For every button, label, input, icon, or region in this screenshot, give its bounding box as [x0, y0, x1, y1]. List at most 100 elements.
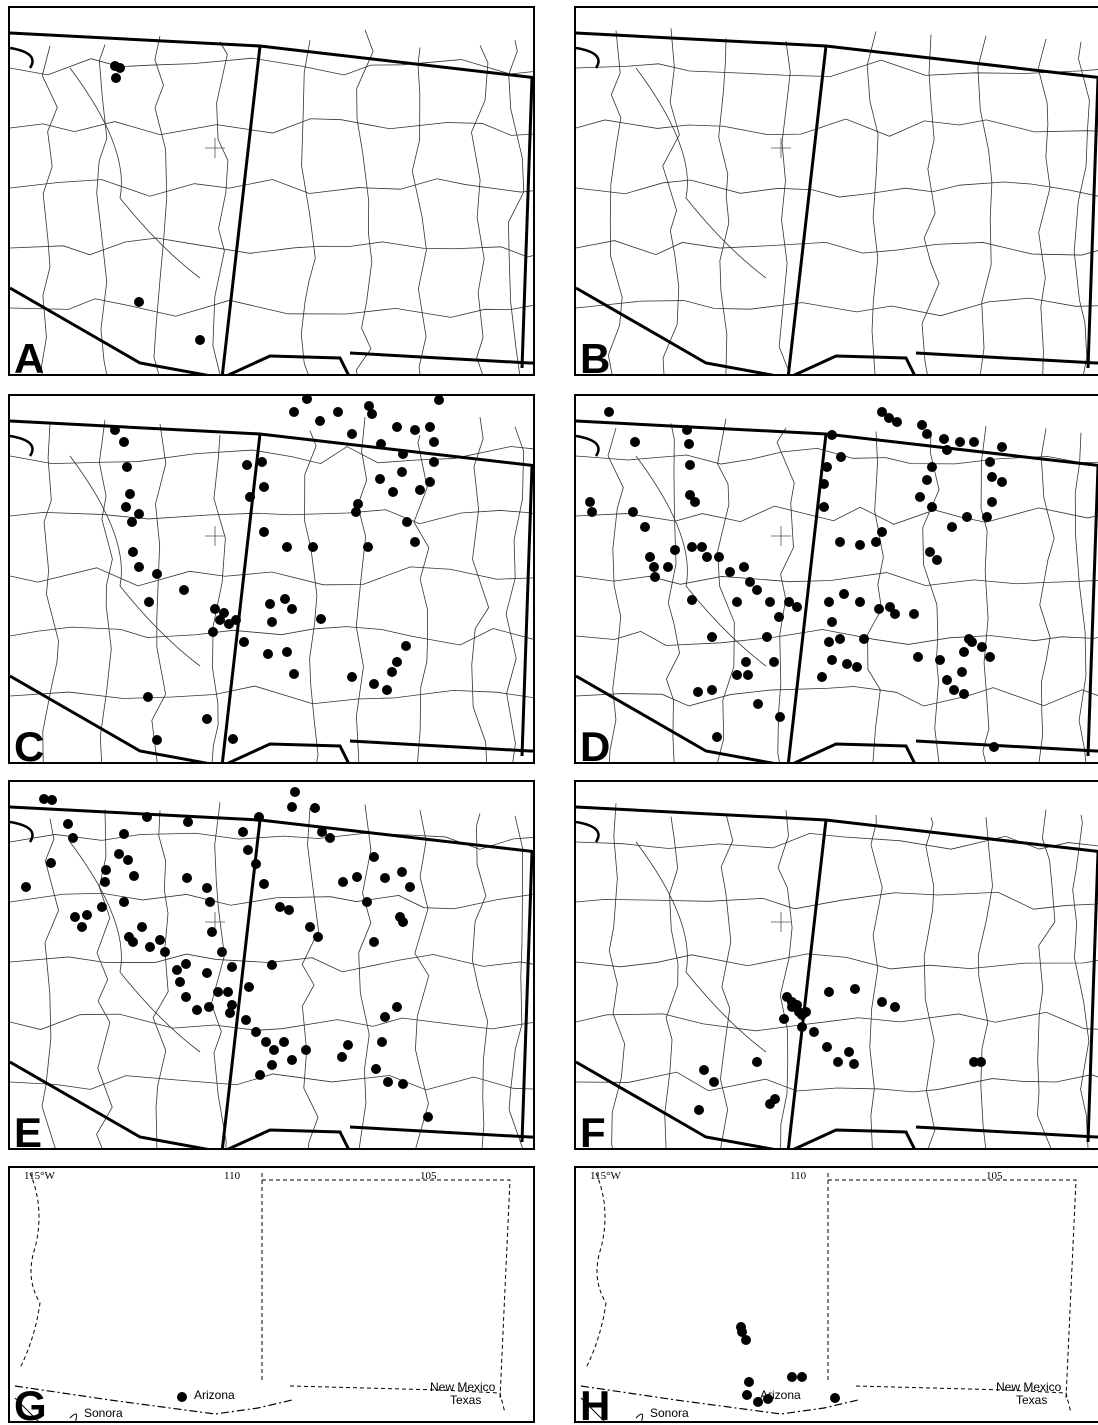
locality-dot — [338, 877, 348, 887]
panel-d-map — [576, 407, 1098, 762]
locality-dot — [745, 577, 755, 587]
locality-dot — [824, 597, 834, 607]
locality-dot — [325, 833, 335, 843]
locality-dot — [909, 609, 919, 619]
locality-dot — [744, 1377, 754, 1387]
locality-dot — [202, 714, 212, 724]
panel-a-map — [10, 29, 533, 374]
locality-dot — [769, 657, 779, 667]
locality-dot — [145, 942, 155, 952]
locality-dot — [685, 460, 695, 470]
panel-h: 115°W 110 105 Arizona Sonora New Mexico … — [574, 1166, 1098, 1423]
locality-dot — [967, 637, 977, 647]
locality-dot — [959, 689, 969, 699]
lon-110-tick: 110 — [790, 1170, 807, 1182]
locality-dot — [969, 1057, 979, 1067]
locality-dot — [301, 1045, 311, 1055]
locality-dot — [119, 897, 129, 907]
county-boundaries — [10, 29, 533, 374]
locality-dot — [227, 1000, 237, 1010]
state-boundaries — [576, 419, 1098, 762]
locality-dot — [282, 542, 292, 552]
locality-dot — [732, 597, 742, 607]
locality-dot — [922, 429, 932, 439]
locality-dot — [787, 1372, 797, 1382]
locality-dot — [742, 1390, 752, 1400]
locality-dot — [835, 537, 845, 547]
locality-dot — [429, 437, 439, 447]
locality-dot — [628, 507, 638, 517]
locality-dot — [205, 897, 215, 907]
locality-dot — [261, 1037, 271, 1047]
locality-dot — [351, 507, 361, 517]
locality-dot — [219, 608, 229, 618]
texas-label: Texas — [1016, 1393, 1048, 1407]
locality-dot — [425, 422, 435, 432]
locality-dot — [839, 589, 849, 599]
locality-dot — [383, 1077, 393, 1087]
locality-dot — [792, 602, 802, 612]
locality-dot — [987, 472, 997, 482]
locality-dot — [380, 1012, 390, 1022]
locality-dot — [217, 947, 227, 957]
locality-dot — [101, 865, 111, 875]
locality-dot — [192, 1005, 202, 1015]
locality-dot — [182, 873, 192, 883]
locality-dot — [753, 699, 763, 709]
locality-dot — [737, 1327, 747, 1337]
locality-dot — [670, 545, 680, 555]
state-boundaries — [10, 805, 533, 1148]
locality-dot — [663, 562, 673, 572]
locality-dot — [239, 637, 249, 647]
locality-dot — [305, 922, 315, 932]
locality-dot — [714, 552, 724, 562]
locality-dot — [587, 507, 597, 517]
panel-g: 115°W 110 105 Arizona Sonora New Mexico … — [8, 1166, 535, 1423]
locality-dot — [712, 732, 722, 742]
locality-dot — [694, 1105, 704, 1115]
locality-dot — [850, 984, 860, 994]
locality-dot — [822, 1042, 832, 1052]
panel-g-map — [14, 1172, 511, 1421]
specimen-dots — [110, 61, 205, 345]
locality-dot — [871, 537, 881, 547]
locality-dot — [152, 735, 162, 745]
panel-e-map — [10, 787, 533, 1148]
locality-dot — [398, 1079, 408, 1089]
state-boundaries — [576, 31, 1098, 374]
locality-dot — [284, 905, 294, 915]
locality-dot — [770, 1094, 780, 1104]
locality-dot — [310, 803, 320, 813]
lon-115-tick: 115°W — [24, 1170, 55, 1182]
locality-dot — [397, 867, 407, 877]
locality-dot — [362, 897, 372, 907]
locality-dot — [397, 467, 407, 477]
locality-dot — [70, 912, 80, 922]
locality-dot — [682, 425, 692, 435]
locality-dot — [238, 827, 248, 837]
locality-dot — [254, 812, 264, 822]
locality-dot — [251, 1027, 261, 1037]
locality-dot — [779, 1014, 789, 1024]
locality-dot — [959, 647, 969, 657]
locality-dot — [630, 437, 640, 447]
locality-dot — [129, 871, 139, 881]
locality-dot — [210, 604, 220, 614]
locality-dot — [121, 502, 131, 512]
locality-dot — [175, 977, 185, 987]
locality-dot — [969, 437, 979, 447]
locality-dot — [877, 997, 887, 1007]
state-boundaries — [10, 31, 533, 374]
locality-dot — [684, 439, 694, 449]
locality-dot — [398, 917, 408, 927]
locality-dot — [289, 669, 299, 679]
locality-dot — [725, 567, 735, 577]
lon-105-tick: 105 — [986, 1170, 1003, 1182]
locality-dot — [927, 462, 937, 472]
locality-dot — [429, 457, 439, 467]
locality-dot — [181, 992, 191, 1002]
state-boundaries — [580, 1172, 1077, 1421]
locality-dot — [367, 409, 377, 419]
locality-dot — [223, 987, 233, 997]
locality-dot — [962, 512, 972, 522]
